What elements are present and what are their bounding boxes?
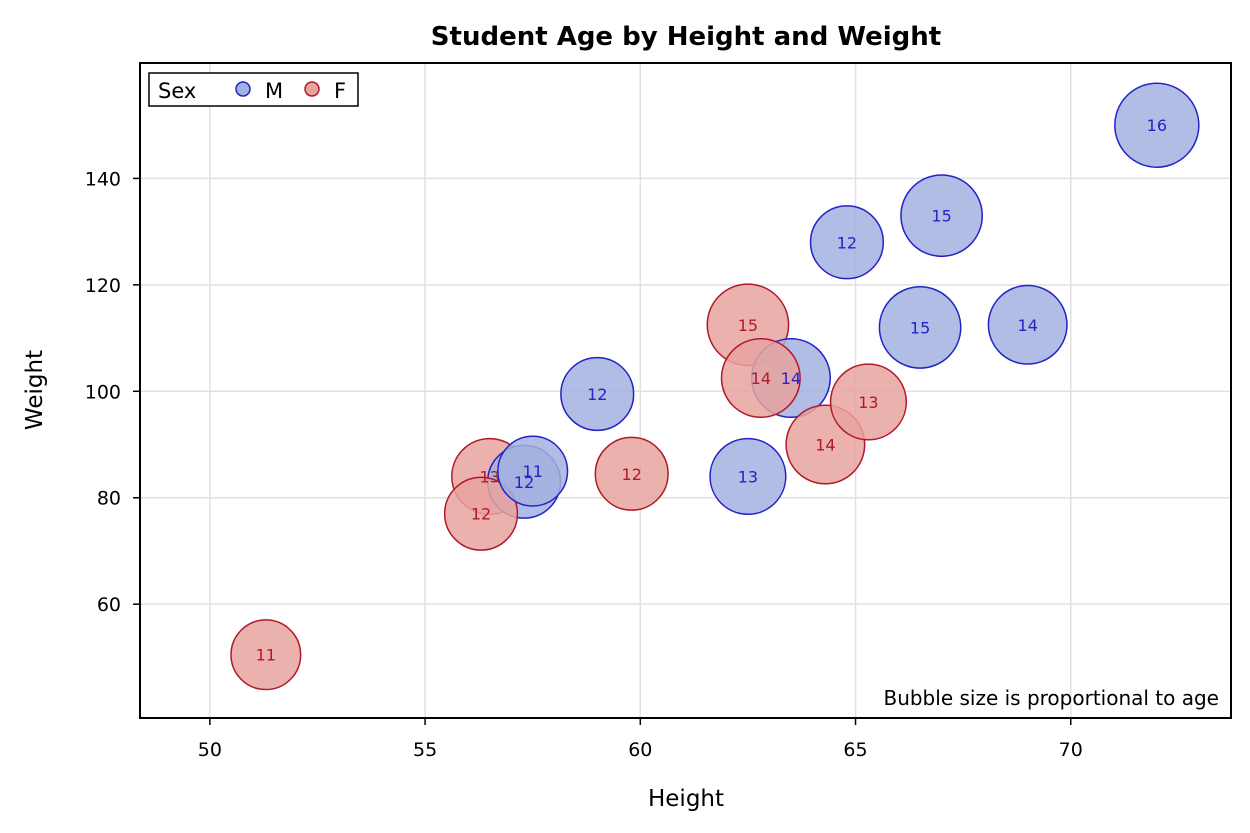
legend-label-f: F (334, 79, 346, 103)
x-tick-label: 55 (413, 739, 437, 761)
bubble-m (987, 284, 1068, 365)
bubble-label-f: 15 (738, 316, 758, 335)
legend-title: Sex (158, 79, 196, 103)
bubble-label-m: 15 (931, 207, 951, 226)
bubble-m (709, 437, 787, 516)
legend-marker-m (235, 81, 251, 97)
y-tick-label: 120 (85, 275, 121, 297)
x-tick-label: 60 (628, 739, 652, 761)
bubble-label-m: 14 (1018, 316, 1038, 335)
bubble-label-m: 15 (910, 318, 930, 337)
y-tick-label: 140 (85, 168, 121, 190)
bubble-label-m: 13 (738, 467, 758, 486)
bubble-label-f: 14 (815, 436, 835, 455)
bubble-label-f: 12 (471, 505, 491, 524)
bubble-f (829, 363, 908, 441)
grid (141, 64, 1230, 717)
axes: 50 55 60 65 70 60 80 100 120 140 (85, 168, 1083, 761)
y-tick-label: 60 (97, 594, 121, 616)
legend-label-m: M (265, 79, 283, 103)
y-tick-label: 100 (85, 381, 121, 403)
bubble-label-m: 14 (781, 369, 801, 388)
bubble-label-m: 12 (837, 233, 857, 252)
legend: Sex M F (148, 72, 359, 107)
bubble-m (809, 205, 885, 280)
legend-marker-f (304, 81, 320, 97)
bubble-label-f: 14 (751, 369, 771, 388)
y-tick-label: 80 (97, 488, 121, 510)
bubble-f (443, 476, 519, 551)
bubble-f (230, 619, 302, 691)
bubble-size-note: Bubble size is proportional to age (883, 686, 1219, 710)
bubble-label-m: 11 (523, 462, 543, 481)
bubble-label-f: 12 (622, 465, 642, 484)
bubble-label-m: 16 (1147, 116, 1167, 135)
bubble-f (720, 337, 801, 419)
bubble-label-m: 12 (514, 473, 534, 492)
bubble-m (1114, 82, 1200, 168)
bubble-m (878, 286, 962, 369)
chart-title: Student Age by Height and Weight (431, 22, 941, 52)
bubble-label-f: 11 (256, 646, 276, 665)
y-axis-label: Weight (22, 350, 48, 430)
bubble-label-m: 12 (587, 385, 607, 404)
bubble-m (900, 174, 984, 258)
plot-frame (139, 62, 1232, 719)
x-tick-label: 50 (198, 739, 222, 761)
x-tick-label: 70 (1059, 739, 1083, 761)
bubble-m (560, 356, 635, 432)
bubble-label-f: 13 (479, 467, 499, 486)
x-tick-label: 65 (843, 739, 867, 761)
bubble-m (497, 435, 569, 507)
legend-box (148, 72, 359, 107)
bubble-label-f: 13 (858, 393, 878, 412)
bubble-f (594, 436, 669, 511)
x-axis-label: Height (648, 786, 724, 812)
